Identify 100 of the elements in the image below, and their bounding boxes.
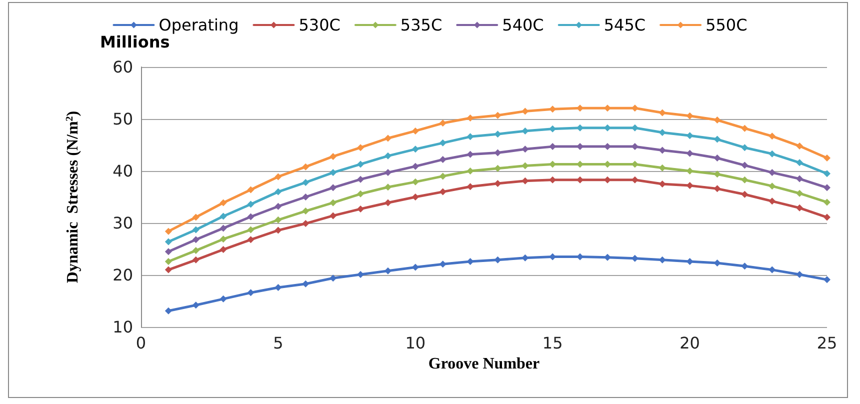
point xyxy=(768,198,776,205)
point xyxy=(164,266,172,274)
legend-label: 535C xyxy=(400,16,442,34)
y-tick-label: 20 xyxy=(112,266,133,284)
point xyxy=(686,182,694,190)
point xyxy=(330,169,337,176)
point xyxy=(741,124,748,132)
point xyxy=(192,236,200,244)
point xyxy=(164,258,172,265)
point xyxy=(714,116,721,124)
point xyxy=(824,276,830,284)
point xyxy=(714,136,721,143)
point xyxy=(439,260,446,268)
point xyxy=(192,302,200,309)
point xyxy=(466,114,474,122)
point xyxy=(357,176,364,183)
point xyxy=(274,188,282,196)
point xyxy=(466,183,474,190)
y-tick-label: 30 xyxy=(112,214,133,232)
point xyxy=(466,258,474,265)
point xyxy=(384,152,392,160)
point xyxy=(164,248,172,256)
point xyxy=(274,216,282,224)
point xyxy=(357,144,364,152)
point xyxy=(686,258,694,265)
point xyxy=(714,185,721,192)
point xyxy=(412,194,419,200)
point xyxy=(686,168,694,174)
point xyxy=(302,163,310,170)
legend-label: Operating xyxy=(158,16,239,34)
text: Millions xyxy=(100,32,170,52)
point xyxy=(384,267,392,274)
point xyxy=(741,162,748,169)
point xyxy=(494,180,502,187)
point xyxy=(274,202,282,210)
point xyxy=(220,236,227,243)
point xyxy=(522,146,529,153)
point xyxy=(247,200,254,208)
point xyxy=(192,247,200,254)
point xyxy=(412,127,419,134)
point xyxy=(302,178,310,186)
point xyxy=(796,142,804,150)
point xyxy=(796,204,804,212)
point xyxy=(274,226,282,234)
legend-label: 530C xyxy=(298,16,340,34)
point xyxy=(220,212,227,220)
point xyxy=(466,168,474,174)
x-tick-label: 15 xyxy=(542,334,563,352)
point xyxy=(439,139,446,146)
point xyxy=(439,120,446,127)
point xyxy=(796,270,804,278)
point xyxy=(192,214,200,221)
point xyxy=(302,208,310,215)
point xyxy=(714,260,721,267)
point xyxy=(824,170,830,178)
point xyxy=(796,159,804,166)
point xyxy=(302,220,310,228)
point xyxy=(247,289,254,296)
point xyxy=(412,162,419,170)
point xyxy=(494,112,502,119)
point xyxy=(768,266,776,274)
point xyxy=(658,109,666,116)
point xyxy=(357,160,364,168)
point xyxy=(796,175,804,182)
point xyxy=(768,132,776,140)
point xyxy=(412,264,419,271)
point xyxy=(247,186,254,194)
point xyxy=(302,280,310,288)
point xyxy=(330,184,337,192)
point xyxy=(357,190,364,198)
point xyxy=(330,199,337,206)
point xyxy=(824,154,830,162)
point xyxy=(439,188,446,196)
x-tick-label: 20 xyxy=(680,334,700,352)
point xyxy=(302,194,310,200)
x-axis-title: Groove Number xyxy=(428,355,540,372)
point xyxy=(330,152,337,160)
point xyxy=(220,246,227,254)
point xyxy=(247,226,254,234)
point xyxy=(741,190,748,198)
point xyxy=(494,256,502,264)
point xyxy=(384,199,392,206)
x-tick-label: 25 xyxy=(816,334,838,352)
point xyxy=(549,106,556,113)
point xyxy=(824,198,830,206)
y-tick-label: 60 xyxy=(112,58,133,76)
y-tick-label: 40 xyxy=(112,162,133,180)
point xyxy=(494,149,502,156)
point xyxy=(686,112,694,120)
point xyxy=(658,129,666,136)
legend-label: 550C xyxy=(706,16,748,34)
point xyxy=(658,180,666,188)
point xyxy=(247,213,254,220)
point xyxy=(714,154,721,162)
point xyxy=(658,164,666,172)
point xyxy=(741,144,748,152)
point xyxy=(522,108,529,115)
x-tick-label: 10 xyxy=(405,334,426,352)
point xyxy=(768,150,776,158)
point xyxy=(164,238,172,246)
